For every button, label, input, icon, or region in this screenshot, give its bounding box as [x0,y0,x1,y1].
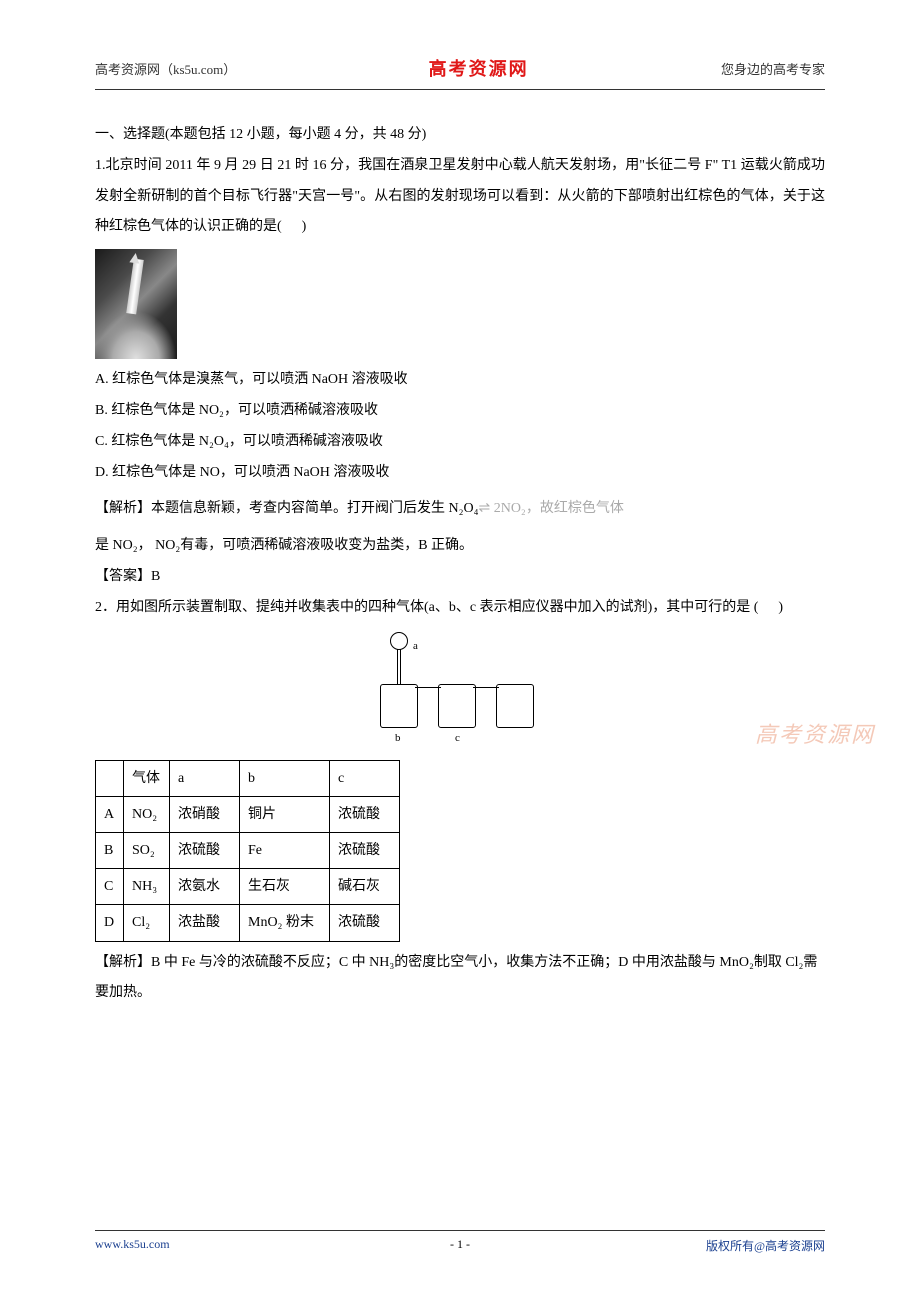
table-header-1: 气体 [124,760,170,796]
q2-table: 气体 a b c A NO₂ 浓硝酸 铜片 浓硫酸 B SO₂ 浓硫酸 Fe 浓… [95,760,400,942]
table-header-row: 气体 a b c [96,760,400,796]
cell: Cl₂ [124,905,170,941]
q1-option-c: C. 红棕色气体是 N₂O₄，可以喷洒稀碱溶液吸收 [95,427,825,458]
cell: A [96,796,124,832]
footer-url: www.ks5u.com [95,1237,170,1254]
table-row: B SO₂ 浓硫酸 Fe 浓硫酸 [96,832,400,868]
apparatus-label-c: c [455,732,460,744]
q1-stem: 1.北京时间 2011 年 9 月 29 日 21 时 16 分，我国在酒泉卫星… [95,158,825,235]
cell: 浓硫酸 [170,832,240,868]
cell: 生石灰 [240,869,330,905]
apparatus-label-b: b [395,732,401,744]
q1-answer: 【答案】B [95,562,825,593]
cell: 碱石灰 [330,869,400,905]
table-row: C NH₃ 浓氨水 生石灰 碱石灰 [96,869,400,905]
apparatus-label-a: a [413,640,418,652]
q1-analysis-suffix: 故红棕色气体 [540,501,624,516]
watermark: 高考资源网 [755,717,875,749]
footer-page-number: - 1 - [450,1237,470,1252]
cell: 浓硝酸 [170,796,240,832]
table-header-4: c [330,760,400,796]
page-footer: www.ks5u.com - 1 - 版权所有@高考资源网 [95,1230,825,1254]
table-header-2: a [170,760,240,796]
q2-analysis: 【解析】B 中 Fe 与冷的浓硫酸不反应；C 中 NH₃的密度比空气小，收集方法… [95,948,825,1010]
q1-analysis: 【解析】本题信息新颖，考查内容简单。打开阀门后发生 N₂O₄⇌ 2NO₂，故红棕… [95,494,825,525]
table-row: A NO₂ 浓硝酸 铜片 浓硫酸 [96,796,400,832]
cell: 浓硫酸 [330,905,400,941]
header-brand: 高考资源网 [429,55,529,81]
q1-analysis-faded: ⇌ 2NO₂， [478,501,539,516]
cell: MnO₂ 粉末 [240,905,330,941]
cell: Fe [240,832,330,868]
table-row: D Cl₂ 浓盐酸 MnO₂ 粉末 浓硫酸 [96,905,400,941]
q1-analysis-line2: 是 NO₂， NO₂有毒，可喷洒稀碱溶液吸收变为盐类，B 正确。 [95,531,825,562]
rocket-launch-image [95,249,177,359]
page-header: 高考资源网（ks5u.com） 高考资源网 您身边的高考专家 [95,0,825,90]
cell: D [96,905,124,941]
cell: C [96,869,124,905]
footer-copyright: 版权所有@高考资源网 [706,1237,825,1254]
q1-option-d: D. 红棕色气体是 NO，可以喷洒 NaOH 溶液吸收 [95,458,825,489]
cell: 铜片 [240,796,330,832]
q1-option-a: A. 红棕色气体是溴蒸气，可以喷洒 NaOH 溶液吸收 [95,365,825,396]
q1-option-b: B. 红棕色气体是 NO₂，可以喷洒稀碱溶液吸收 [95,396,825,427]
cell: NO₂ [124,796,170,832]
cell: 浓硫酸 [330,796,400,832]
cell: 浓硫酸 [330,832,400,868]
apparatus-diagram: a b c [375,632,545,752]
q2-stem: 2．用如图所示装置制取、提纯并收集表中的四种气体(a、b、c 表示相应仪器中加入… [95,600,758,615]
q2-text: 2．用如图所示装置制取、提纯并收集表中的四种气体(a、b、c 表示相应仪器中加入… [95,593,825,624]
cell: NH₃ [124,869,170,905]
section-title: 一、选择题(本题包括 12 小题，每小题 4 分，共 48 分) [95,120,825,151]
q1-analysis-prefix: 【解析】本题信息新颖，考查内容简单。打开阀门后发生 N₂O₄ [95,501,478,516]
table-header-0 [96,760,124,796]
cell: B [96,832,124,868]
header-left-text: 高考资源网（ks5u.com） [95,59,236,78]
cell: 浓氨水 [170,869,240,905]
cell: 浓盐酸 [170,905,240,941]
q1-paren-close: ) [302,219,307,234]
cell: SO₂ [124,832,170,868]
q1-text: 1.北京时间 2011 年 9 月 29 日 21 时 16 分，我国在酒泉卫星… [95,151,825,243]
q2-paren-close: ) [778,600,783,615]
table-header-3: b [240,760,330,796]
header-right-text: 您身边的高考专家 [721,59,825,78]
